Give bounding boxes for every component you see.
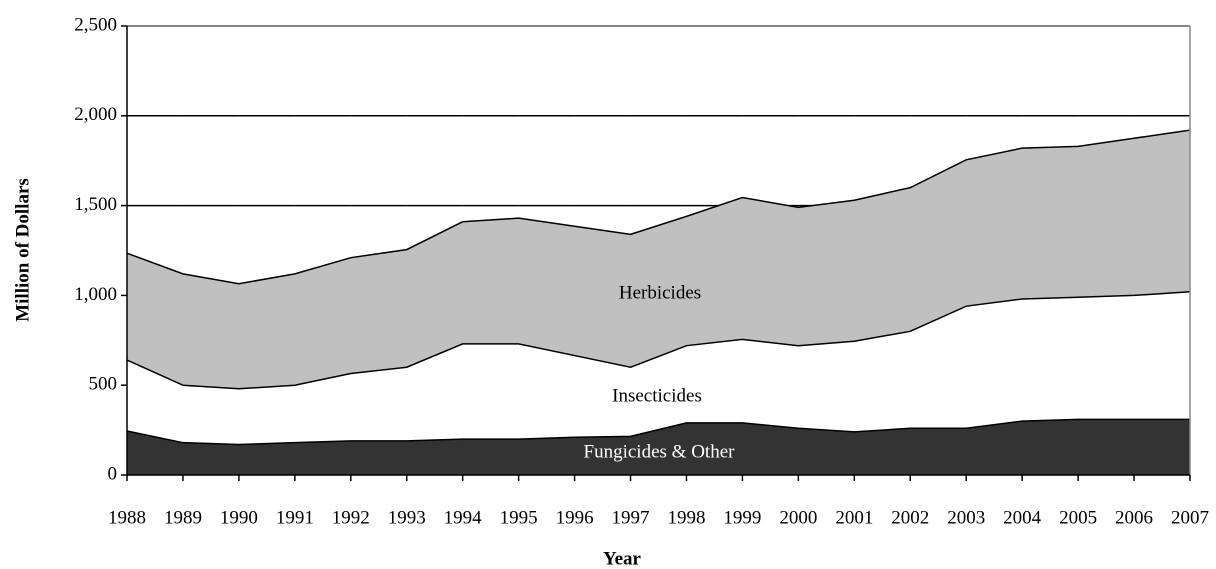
area	[127, 419, 1190, 475]
x-axis-label: Year	[603, 548, 642, 569]
x-tick-label: 1993	[388, 507, 426, 528]
x-tick-label: 1991	[276, 507, 314, 528]
x-tick-label: 1997	[612, 507, 650, 528]
x-tick-label: 2000	[779, 507, 817, 528]
x-tick-label: 1995	[500, 507, 538, 528]
y-tick-label: 2,000	[74, 104, 117, 125]
series-label: Insecticides	[612, 385, 702, 406]
x-tick-label: 2006	[1115, 507, 1153, 528]
x-tick-label: 1998	[667, 507, 705, 528]
y-tick-label: 1,000	[74, 284, 117, 305]
y-tick-label: 2,500	[74, 14, 117, 35]
series-label: Herbicides	[619, 282, 701, 303]
x-tick-label: 2007	[1171, 507, 1209, 528]
x-tick-label: 1989	[164, 507, 202, 528]
y-tick-label: 500	[89, 374, 118, 395]
area-outline	[126, 418, 1190, 446]
y-tick-label: 0	[108, 463, 118, 484]
x-tick-label: 2001	[835, 507, 873, 528]
x-tick-label: 2002	[891, 507, 929, 528]
x-tick-label: 1988	[108, 507, 146, 528]
series-label: Fungicides & Other	[584, 441, 736, 462]
x-tick-label: 2004	[1003, 507, 1042, 528]
x-tick-label: 1992	[332, 507, 370, 528]
x-tick-label: 2005	[1059, 507, 1097, 528]
x-tick-label: 1999	[723, 507, 761, 528]
y-axis-label: Million of Dollars	[12, 178, 33, 322]
area	[127, 291, 1190, 445]
x-tick-label: 1990	[220, 507, 258, 528]
area	[127, 130, 1190, 389]
area-outline	[126, 291, 1191, 390]
x-tick-label: 1994	[444, 507, 483, 528]
area-outline	[126, 129, 1191, 285]
y-tick-label: 1,500	[74, 194, 117, 215]
x-tick-label: 2003	[947, 507, 985, 528]
x-tick-label: 1996	[556, 507, 594, 528]
